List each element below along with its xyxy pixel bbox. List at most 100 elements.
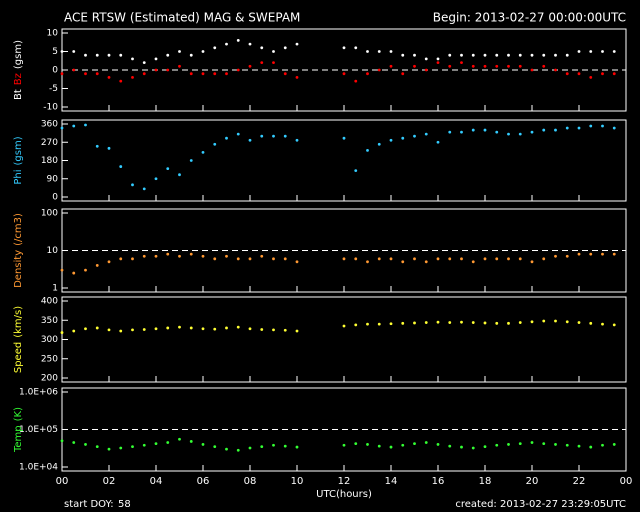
x-tick-label: 00 [620,476,633,487]
data-point [471,260,475,264]
data-point [565,254,569,258]
data-point [72,50,76,53]
data-point [601,124,604,128]
data-point [518,321,522,324]
data-point [154,57,158,61]
data-point [530,260,534,264]
data-point [577,126,581,130]
data-point [507,53,510,57]
y-tick-label: 1 [52,284,58,294]
data-point [495,321,499,325]
series-name: Phi [13,169,24,184]
y-axis-unit: (gsm) [13,136,24,165]
data-point [542,53,546,57]
data-point [401,136,405,140]
data-point [260,445,264,448]
data-point [154,177,158,181]
data-point [448,64,452,68]
data-point [354,169,358,173]
data-point [612,443,616,446]
data-point [448,444,452,448]
data-point [565,53,569,57]
data-point [554,68,557,72]
data-point [342,72,346,76]
data-point [72,271,76,275]
data-point [107,447,111,451]
data-point [95,72,99,76]
y-tick-label: 90 [47,174,59,184]
data-point [436,57,440,61]
data-point [107,328,111,332]
data-point [189,252,193,256]
data-point [507,443,510,446]
data-point [366,148,369,152]
data-point [272,50,275,53]
data-point [377,68,381,72]
series-name: Bt [13,89,24,100]
data-point [72,441,76,444]
data-point [201,443,205,446]
data-point [401,53,405,57]
data-point [542,64,546,68]
data-point [107,53,111,57]
data-point [260,61,264,64]
data-point [295,329,299,333]
data-point [225,72,228,76]
data-point [389,50,393,53]
data-point [178,64,181,68]
data-point [295,138,299,142]
data-point [413,321,416,325]
data-point [189,53,193,57]
begin-time: Begin: 2013-02-27 00:00:00UTC [433,11,626,25]
data-point [612,50,616,53]
data-point [354,257,358,261]
data-point [225,326,228,330]
chart-title: ACE RTSW (Estimated) MAG & SWEPAM [64,11,300,25]
data-point [131,183,134,187]
data-point [460,53,463,57]
data-point [236,39,240,42]
data-point [272,328,275,332]
data-point [577,444,581,448]
data-point [178,50,181,53]
data-point [213,46,217,50]
data-point [342,136,346,140]
data-point [295,445,299,449]
data-point [542,257,546,261]
data-point [260,46,264,50]
data-point [589,76,593,79]
data-point [612,252,616,256]
created-time: created: 2013-02-27 23:29:05UTC [455,499,626,510]
data-point [542,319,546,323]
data-point [366,50,369,53]
x-tick-label: 06 [197,476,210,487]
data-point [95,144,99,148]
data-point [95,264,99,267]
data-point [119,53,123,57]
y-tick-label: 0 [52,193,58,203]
data-point [530,130,534,134]
y-tick-label: 0 [52,66,58,76]
data-point [448,130,452,134]
data-point [84,327,87,331]
data-point [295,76,299,79]
data-point [448,321,452,324]
y-tick-label: 300 [41,335,58,345]
y-axis-title: Phi (gsm) [13,136,24,184]
y-tick-label: 1.0E+05 [19,425,58,435]
y-tick-label: 100 [41,209,58,219]
y-axis-title: Temp (K) [13,407,24,453]
data-point [72,68,76,72]
data-point [554,128,557,132]
y-tick-label: 400 [41,297,58,307]
y-tick-label: 10 [47,29,59,39]
data-point [154,327,158,331]
data-point [471,128,475,132]
data-point [142,61,146,64]
data-point [260,328,264,331]
data-point [131,57,134,61]
data-point [542,442,546,446]
data-point [577,72,581,76]
data-point [507,257,510,261]
